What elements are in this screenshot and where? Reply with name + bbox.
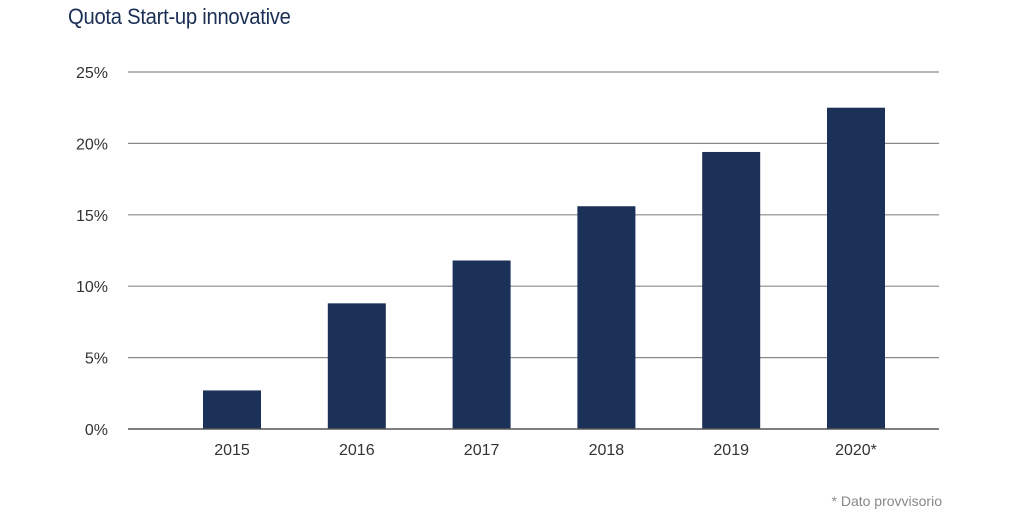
y-tick-label: 0%: [85, 422, 108, 439]
x-tick-label: 2017: [464, 442, 500, 459]
y-axis-tick-labels: 0% 5% 10% 15% 20% 25%: [76, 65, 108, 439]
y-tick-label: 15%: [76, 208, 108, 225]
y-tick-label: 20%: [76, 136, 108, 153]
footnote: * Dato provvisorio: [831, 493, 943, 509]
y-tick-label: 5%: [85, 351, 108, 368]
bar-2015: [203, 390, 261, 429]
x-tick-label: 2019: [713, 442, 749, 459]
x-tick-label: 2018: [589, 442, 625, 459]
bar-2016: [327, 303, 386, 429]
bar-2019: [702, 151, 761, 429]
x-tick-label: 2020*: [835, 442, 877, 459]
x-tick-label: 2016: [339, 442, 375, 459]
bars: [203, 107, 885, 429]
y-tick-label: 25%: [76, 65, 108, 82]
y-tick-label: 10%: [76, 279, 108, 296]
bar-2018: [577, 206, 636, 429]
gridlines: [128, 71, 939, 359]
x-axis-tick-labels: 2015 2016 2017 2018 2019 2020*: [214, 442, 877, 459]
bar-2020: [827, 107, 885, 429]
chart-title: Quota Start-up innovative: [68, 4, 291, 29]
bar-2017: [452, 260, 511, 429]
x-tick-label: 2015: [214, 442, 250, 459]
